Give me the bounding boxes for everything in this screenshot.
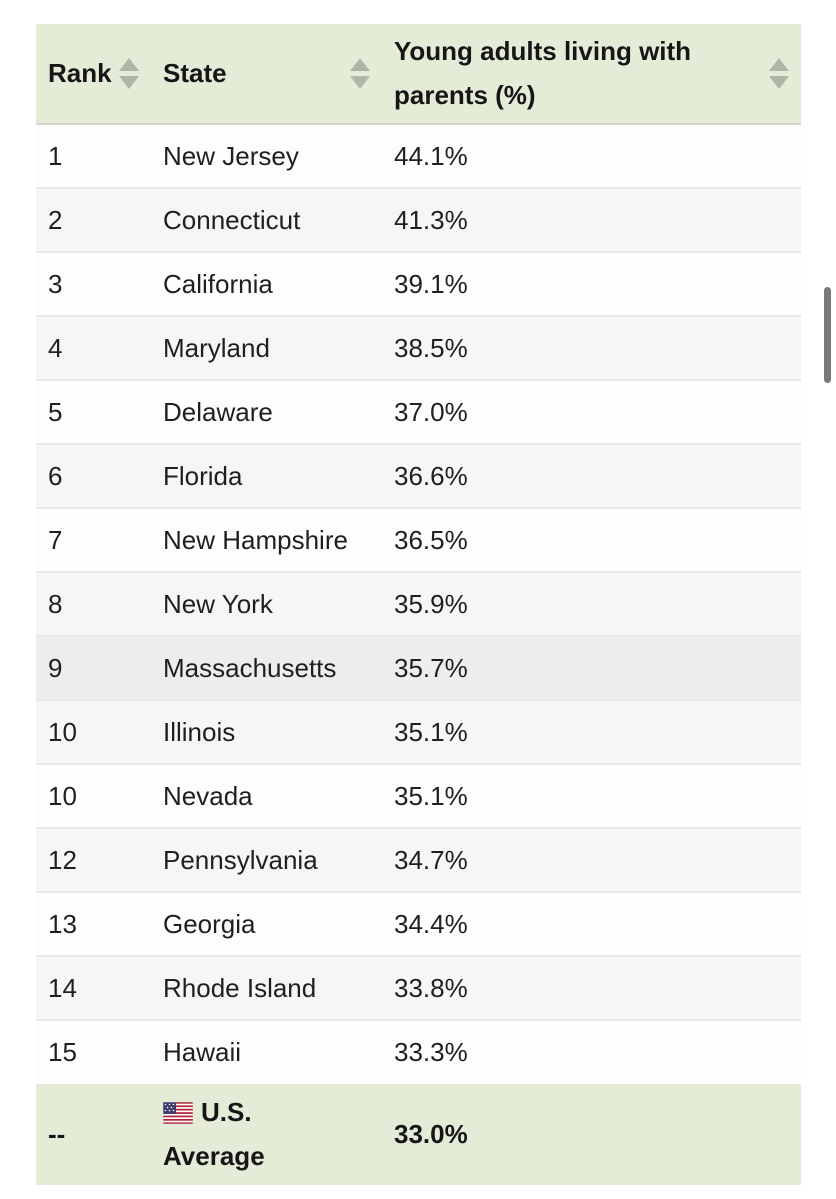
- sort-down-icon: [350, 75, 370, 89]
- rank-cell: 10: [36, 764, 151, 829]
- table-body: 1 New Jersey 44.1% 2 Connecticut 41.3% 3…: [36, 124, 801, 1084]
- value-cell: 39.1%: [382, 252, 801, 317]
- state-cell: U.S. Average: [151, 1084, 382, 1185]
- state-cell: Hawaii: [151, 1020, 382, 1084]
- rank-cell: 9: [36, 636, 151, 701]
- value-cell: 35.1%: [382, 764, 801, 829]
- states-table: Rank State: [36, 24, 801, 1185]
- state-cell: Connecticut: [151, 188, 382, 253]
- table-row[interactable]: 9 Massachusetts 35.7%: [36, 636, 801, 701]
- table-row[interactable]: 12 Pennsylvania 34.7%: [36, 828, 801, 893]
- state-cell: Maryland: [151, 316, 382, 381]
- state-label: U.S. Average: [163, 1096, 265, 1171]
- state-cell: New Jersey: [151, 124, 382, 189]
- value-cell: 35.7%: [382, 636, 801, 701]
- state-cell: Pennsylvania: [151, 828, 382, 893]
- states-table-container: Rank State: [36, 24, 801, 1185]
- value-cell: 37.0%: [382, 380, 801, 445]
- state-cell: New York: [151, 572, 382, 637]
- value-cell: 35.9%: [382, 572, 801, 637]
- state-cell: Rhode Island: [151, 956, 382, 1021]
- value-cell: 41.3%: [382, 188, 801, 253]
- column-header-state[interactable]: State: [151, 24, 382, 125]
- table-row[interactable]: 2 Connecticut 41.3%: [36, 188, 801, 253]
- state-cell: New Hampshire: [151, 508, 382, 573]
- table-row[interactable]: 10 Nevada 35.1%: [36, 764, 801, 829]
- state-cell: Massachusetts: [151, 636, 382, 701]
- value-cell: 33.3%: [382, 1020, 801, 1084]
- column-label-value: Young adults living with parents (%): [394, 35, 692, 110]
- rank-cell: 8: [36, 572, 151, 637]
- column-header-rank[interactable]: Rank: [36, 24, 151, 125]
- us-average-row: --: [36, 1084, 801, 1185]
- rank-cell: 15: [36, 1020, 151, 1084]
- rank-cell: 2: [36, 188, 151, 253]
- us-flag-icon: [163, 1101, 193, 1124]
- scrollbar-thumb[interactable]: [824, 287, 831, 383]
- value-cell: 34.4%: [382, 892, 801, 957]
- sort-up-icon: [769, 58, 789, 71]
- rank-cell: 1: [36, 124, 151, 189]
- sort-up-icon: [350, 57, 370, 71]
- table-row[interactable]: 6 Florida 36.6%: [36, 444, 801, 509]
- sort-arrows-icon: [350, 57, 370, 89]
- state-cell: Illinois: [151, 700, 382, 765]
- rank-cell: 14: [36, 956, 151, 1021]
- sort-up-icon: [119, 57, 139, 71]
- state-cell: California: [151, 252, 382, 317]
- state-cell: Florida: [151, 444, 382, 509]
- value-cell: 44.1%: [382, 124, 801, 189]
- table-footer: --: [36, 1084, 801, 1185]
- table-row[interactable]: 3 California 39.1%: [36, 252, 801, 317]
- rank-cell: --: [36, 1084, 151, 1185]
- sort-down-icon: [119, 75, 139, 89]
- sort-arrows-icon: [119, 57, 139, 89]
- value-cell: 36.5%: [382, 508, 801, 573]
- rank-cell: 12: [36, 828, 151, 893]
- rank-cell: 10: [36, 700, 151, 765]
- value-cell: 35.1%: [382, 700, 801, 765]
- value-cell: 36.6%: [382, 444, 801, 509]
- table-row[interactable]: 10 Illinois 35.1%: [36, 700, 801, 765]
- sort-down-icon: [769, 76, 789, 89]
- value-cell: 38.5%: [382, 316, 801, 381]
- table-row[interactable]: 8 New York 35.9%: [36, 572, 801, 637]
- value-cell: 33.8%: [382, 956, 801, 1021]
- column-label-state: State: [163, 57, 227, 88]
- table-row[interactable]: 15 Hawaii 33.3%: [36, 1020, 801, 1084]
- column-header-value[interactable]: Young adults living with parents (%): [382, 24, 801, 125]
- rank-cell: 6: [36, 444, 151, 509]
- state-cell: Delaware: [151, 380, 382, 445]
- sort-arrows-icon: [769, 58, 789, 89]
- value-cell: 34.7%: [382, 828, 801, 893]
- table-row[interactable]: 13 Georgia 34.4%: [36, 892, 801, 957]
- table-row[interactable]: 14 Rhode Island 33.8%: [36, 956, 801, 1021]
- table-row[interactable]: 1 New Jersey 44.1%: [36, 124, 801, 189]
- state-cell: Nevada: [151, 764, 382, 829]
- rank-cell: 3: [36, 252, 151, 317]
- table-row[interactable]: 7 New Hampshire 36.5%: [36, 508, 801, 573]
- table-row[interactable]: 5 Delaware 37.0%: [36, 380, 801, 445]
- table-row[interactable]: 4 Maryland 38.5%: [36, 316, 801, 381]
- table-header: Rank State: [36, 24, 801, 125]
- state-cell: Georgia: [151, 892, 382, 957]
- rank-cell: 13: [36, 892, 151, 957]
- rank-cell: 5: [36, 380, 151, 445]
- rank-cell: 4: [36, 316, 151, 381]
- value-cell: 33.0%: [382, 1084, 801, 1185]
- column-label-rank: Rank: [48, 57, 112, 88]
- rank-cell: 7: [36, 508, 151, 573]
